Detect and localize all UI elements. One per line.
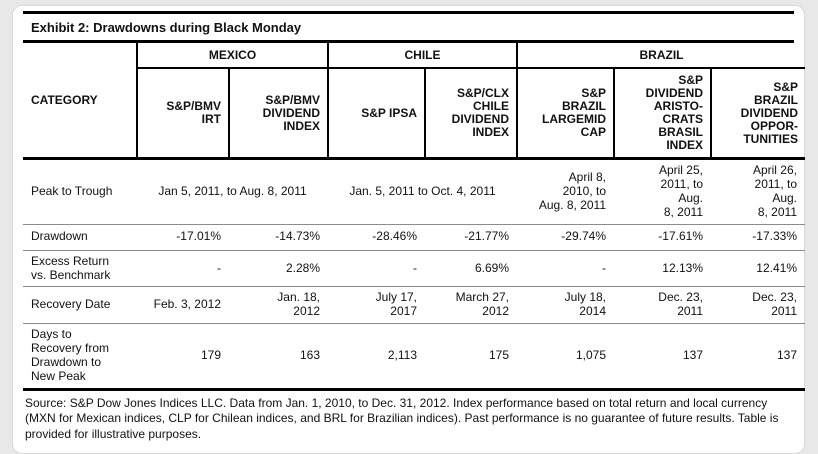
- cell-excess-0: -: [137, 250, 229, 288]
- cell-days-6: 137: [711, 323, 805, 391]
- row-label-drawdown: Drawdown: [23, 224, 137, 251]
- group-header-chile: CHILE: [327, 43, 517, 69]
- cell-drawdown-5: -17.61%: [614, 224, 711, 251]
- cell-excess-6: 12.41%: [711, 250, 805, 288]
- table-row-drawdown: Drawdown -17.01% -14.73% -28.46% -21.77%…: [23, 224, 805, 251]
- table-body: Peak to Trough Jan 5, 2011, to Aug. 8, 2…: [23, 158, 805, 391]
- cell-days-2: 2,113: [328, 323, 425, 391]
- cell-recovery-4: July 18, 2014: [517, 286, 614, 325]
- cell-excess-2: -: [328, 250, 425, 288]
- cell-drawdown-4: -29.74%: [517, 224, 614, 251]
- cell-recovery-3: March 27, 2012: [425, 286, 517, 325]
- row-label-peak-to-trough: Peak to Trough: [23, 158, 137, 225]
- cell-peak-chile: Jan. 5, 2011 to Oct. 4, 2011: [328, 158, 517, 225]
- row-label-days-to-recovery: Days to Recovery from Drawdown to New Pe…: [23, 323, 137, 391]
- col-header-sp-brazil-dividend-opportunities: S&P BRAZIL DIVIDEND OPPOR- TUNITIES: [710, 68, 805, 160]
- cell-excess-4: -: [517, 250, 614, 288]
- cell-days-1: 163: [229, 323, 328, 391]
- cell-days-3: 175: [425, 323, 517, 391]
- cell-peak-brazil-aristocrats: April 25, 2011, to Aug. 8, 2011: [614, 158, 711, 225]
- category-header: CATEGORY: [23, 43, 138, 160]
- cell-days-4: 1,075: [517, 323, 614, 391]
- cell-recovery-6: Dec. 23, 2011: [711, 286, 805, 325]
- cell-excess-1: 2.28%: [229, 250, 328, 288]
- table-header: CATEGORY MEXICO CHILE BRAZIL S&P/BMV IRT…: [23, 43, 805, 160]
- cell-peak-brazil-opportunities: April 26, 2011, to Aug. 8, 2011: [711, 158, 805, 225]
- cell-peak-mexico: Jan 5, 2011, to Aug. 8, 2011: [137, 158, 328, 225]
- group-header-brazil: BRAZIL: [516, 43, 805, 69]
- group-header-mexico: MEXICO: [136, 43, 328, 69]
- cell-drawdown-1: -14.73%: [229, 224, 328, 251]
- row-label-excess-return: Excess Return vs. Benchmark: [23, 250, 137, 288]
- drawdowns-table: CATEGORY MEXICO CHILE BRAZIL S&P/BMV IRT…: [23, 43, 805, 391]
- exhibit-title: Exhibit 2: Drawdowns during Black Monday: [23, 11, 794, 43]
- row-label-recovery-date: Recovery Date: [23, 286, 137, 325]
- col-header-sp-clx-chile-dividend-index: S&P/CLX CHILE DIVIDEND INDEX: [424, 68, 517, 160]
- cell-drawdown-3: -21.77%: [425, 224, 517, 251]
- table-row-excess-return: Excess Return vs. Benchmark - 2.28% - 6.…: [23, 250, 805, 288]
- cell-excess-3: 6.69%: [425, 250, 517, 288]
- col-header-sp-brazil-largemidcap: S&P BRAZIL LARGEMID CAP: [516, 68, 614, 160]
- cell-drawdown-2: -28.46%: [328, 224, 425, 251]
- cell-recovery-5: Dec. 23, 2011: [614, 286, 711, 325]
- index-header-row: S&P/BMV IRT S&P/BMV DIVIDEND INDEX S&P I…: [23, 68, 805, 160]
- cell-days-0: 179: [137, 323, 229, 391]
- group-header-row: CATEGORY MEXICO CHILE BRAZIL: [23, 43, 805, 160]
- table-row-recovery-date: Recovery Date Feb. 3, 2012 Jan. 18, 2012…: [23, 286, 805, 325]
- source-note: Source: S&P Dow Jones Indices LLC. Data …: [25, 395, 779, 442]
- col-header-sp-ipsa: S&P IPSA: [327, 68, 425, 160]
- cell-recovery-0: Feb. 3, 2012: [137, 286, 229, 325]
- cell-recovery-1: Jan. 18, 2012: [229, 286, 328, 325]
- cell-days-5: 137: [614, 323, 711, 391]
- cell-recovery-2: July 17, 2017: [328, 286, 425, 325]
- exhibit-card: Exhibit 2: Drawdowns during Black Monday…: [12, 5, 805, 454]
- cell-drawdown-0: -17.01%: [137, 224, 229, 251]
- table-row-days-to-recovery: Days to Recovery from Drawdown to New Pe…: [23, 323, 805, 391]
- cell-excess-5: 12.13%: [614, 250, 711, 288]
- col-header-sp-dividend-aristocrats-brasil: S&P DIVIDEND ARISTO- CRATS BRASIL INDEX: [613, 68, 711, 160]
- table-row-peak-to-trough: Peak to Trough Jan 5, 2011, to Aug. 8, 2…: [23, 158, 805, 225]
- cell-drawdown-6: -17.33%: [711, 224, 805, 251]
- cell-peak-brazil-largemidcap: April 8, 2010, to Aug. 8, 2011: [517, 158, 614, 225]
- col-header-sp-bmv-irt: S&P/BMV IRT: [137, 68, 229, 160]
- col-header-sp-bmv-dividend-index: S&P/BMV DIVIDEND INDEX: [228, 68, 328, 160]
